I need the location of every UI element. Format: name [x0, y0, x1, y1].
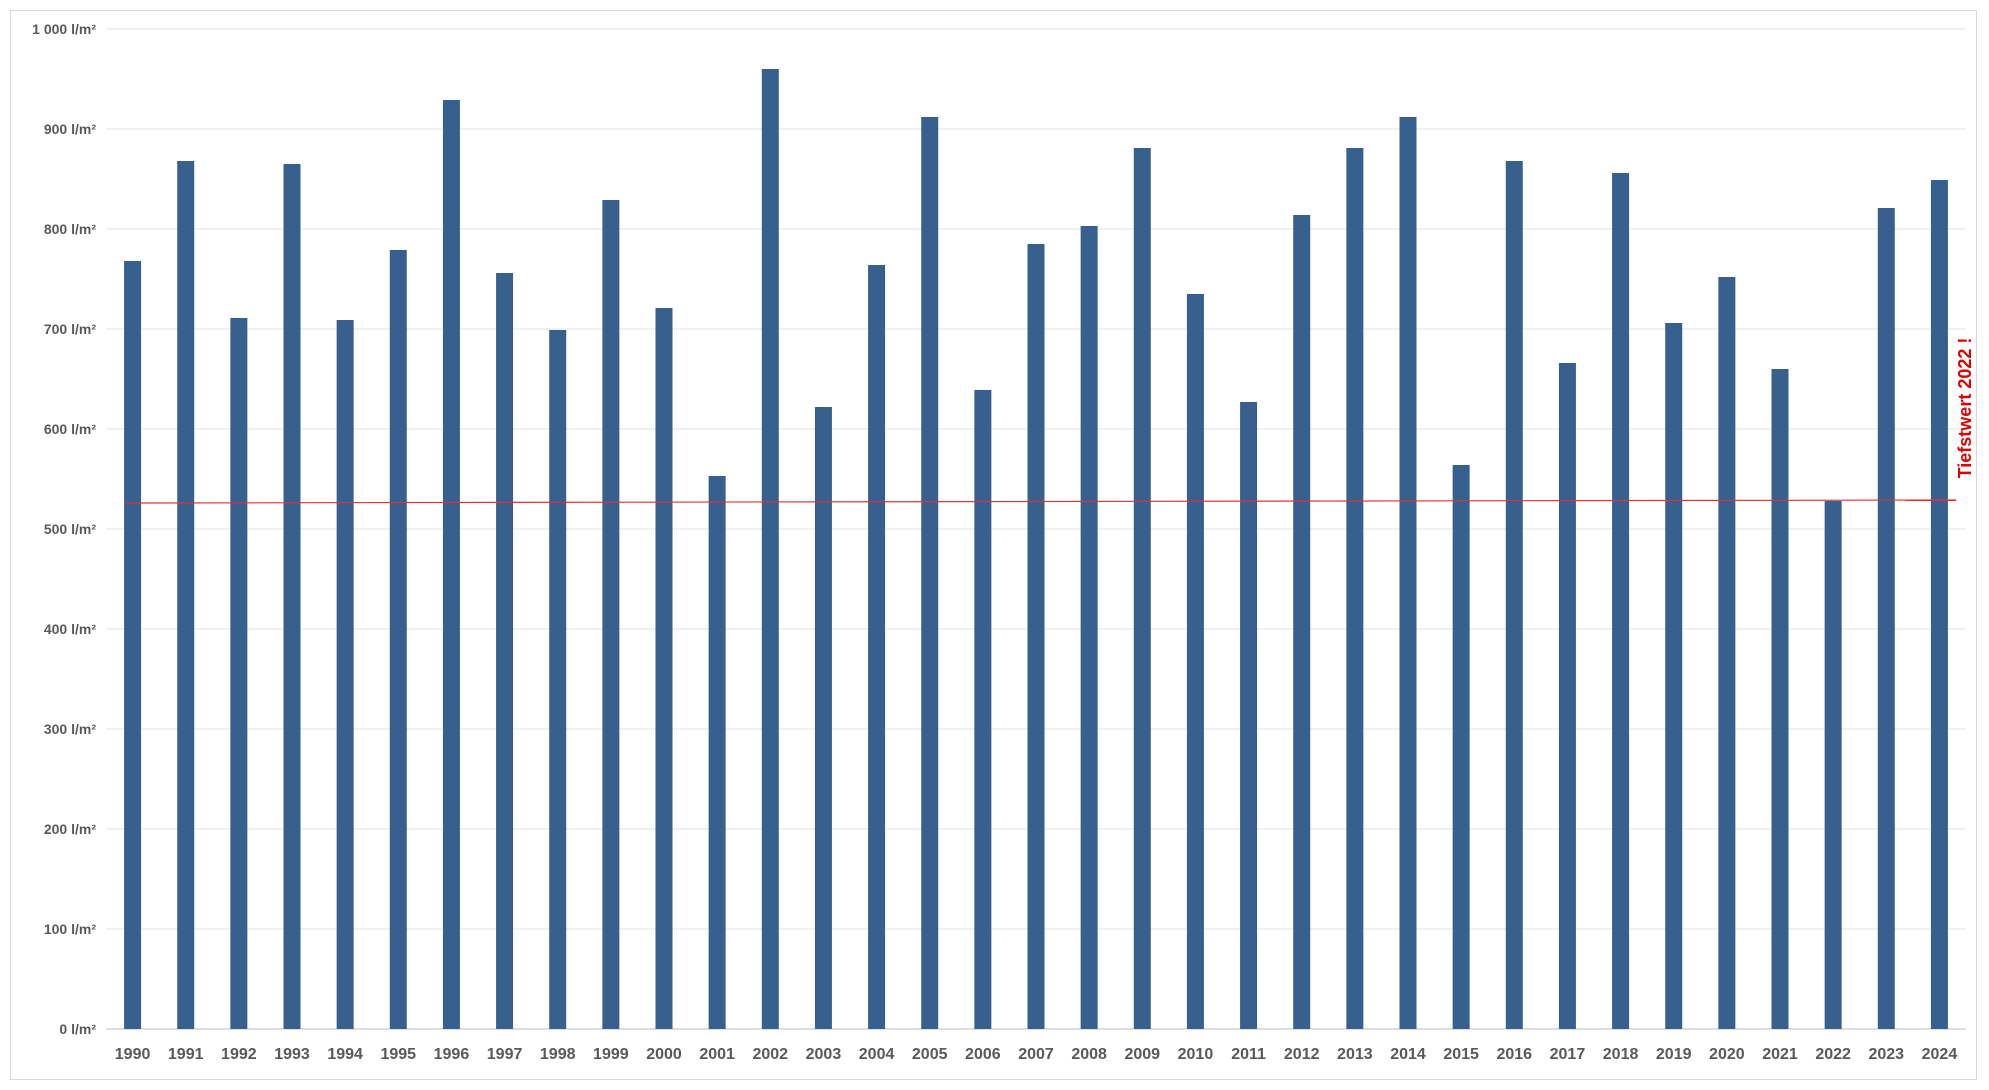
y-tick-label: 400 l/m²	[44, 621, 96, 637]
y-tick-label: 300 l/m²	[44, 721, 96, 737]
y-tick-label: 200 l/m²	[44, 821, 96, 837]
x-tick-label: 2002	[752, 1046, 788, 1063]
x-tick-label: 2007	[1018, 1046, 1054, 1063]
x-tick-label: 2009	[1124, 1046, 1160, 1063]
bar-1993	[283, 164, 301, 1029]
bar-2014	[1399, 117, 1417, 1029]
x-tick-label: 2013	[1337, 1046, 1373, 1063]
bar-2021	[1771, 369, 1789, 1029]
bar-1999	[602, 200, 620, 1029]
bar-1994	[336, 320, 354, 1029]
bar-2023	[1877, 208, 1895, 1029]
bar-chart: 0 l/m² 100 l/m² 200 l/m² 300 l/m² 400 l/m² 50…	[32, 21, 1975, 1063]
bar-2024	[1930, 180, 1948, 1029]
x-tick-label: 2015	[1443, 1046, 1479, 1063]
x-tick-label: 2010	[1178, 1046, 1214, 1063]
x-tick-label: 2022	[1815, 1046, 1851, 1063]
bar-2012	[1293, 215, 1311, 1029]
x-tick-label: 2006	[965, 1046, 1001, 1063]
bar-2009	[1133, 148, 1151, 1029]
x-tick-label: 1999	[593, 1046, 629, 1063]
x-tick-label: 2017	[1550, 1046, 1586, 1063]
bar-2019	[1665, 323, 1683, 1029]
bar-2001	[708, 476, 726, 1029]
x-tick-label: 2014	[1390, 1046, 1426, 1063]
x-tick-label: 2001	[699, 1046, 735, 1063]
bar-1998	[549, 330, 567, 1029]
bar-1995	[389, 250, 407, 1029]
x-tick-label: 1998	[540, 1046, 576, 1063]
x-tick-label: 1993	[274, 1046, 310, 1063]
x-tick-label: 1996	[434, 1046, 470, 1063]
x-tick-label: 1995	[380, 1046, 416, 1063]
y-tick-labels: 0 l/m² 100 l/m² 200 l/m² 300 l/m² 400 l/m² 50…	[32, 21, 96, 1037]
bar-2000	[655, 308, 673, 1029]
bar-2020	[1718, 277, 1736, 1029]
x-tick-label: 2008	[1071, 1046, 1107, 1063]
x-tick-label: 1990	[115, 1046, 151, 1063]
bar-2002	[761, 69, 779, 1029]
x-tick-label: 1991	[168, 1046, 204, 1063]
reference-line	[125, 499, 1957, 504]
y-tick-label: 100 l/m²	[44, 921, 96, 937]
annotation-label: Tiefstwert 2022 !	[1955, 338, 1975, 479]
x-tick-label: 2011	[1231, 1046, 1266, 1063]
x-tick-label: 1997	[487, 1046, 523, 1063]
bar-2013	[1346, 148, 1364, 1029]
x-tick-label: 2021	[1762, 1046, 1798, 1063]
x-tick-label: 2018	[1603, 1046, 1639, 1063]
bar-2004	[868, 265, 886, 1029]
bar-2010	[1186, 294, 1204, 1029]
x-tick-label: 2019	[1656, 1046, 1692, 1063]
x-tick-label: 2020	[1709, 1046, 1745, 1063]
bar-1996	[442, 100, 460, 1029]
bar-1990	[124, 261, 142, 1029]
bar-2003	[814, 407, 832, 1029]
bar-2006	[974, 390, 992, 1029]
x-tick-label: 2012	[1284, 1046, 1320, 1063]
y-tick-label: 0 l/m²	[59, 1021, 96, 1037]
x-tick-label: 2003	[806, 1046, 842, 1063]
bar-1992	[230, 318, 248, 1029]
bar-2016	[1505, 161, 1523, 1029]
x-tick-label: 2000	[646, 1046, 682, 1063]
bar-2022	[1824, 501, 1842, 1029]
bar-2005	[921, 117, 939, 1029]
y-tick-label: 1 000 l/m²	[32, 21, 96, 37]
x-tick-label: 1992	[221, 1046, 257, 1063]
x-tick-label: 2024	[1922, 1046, 1958, 1063]
chart-frame: 0 l/m² 100 l/m² 200 l/m² 300 l/m² 400 l/m² 50…	[10, 10, 1977, 1080]
bar-2015	[1452, 465, 1470, 1029]
x-tick-label: 1994	[327, 1046, 363, 1063]
y-tick-label: 900 l/m²	[44, 121, 96, 137]
bar-2017	[1558, 363, 1576, 1029]
x-tick-label: 2004	[859, 1046, 895, 1063]
y-tick-label: 700 l/m²	[44, 321, 96, 337]
bars	[124, 69, 1948, 1029]
x-tick-label: 2005	[912, 1046, 948, 1063]
bar-2008	[1080, 226, 1098, 1029]
bar-2018	[1612, 173, 1630, 1029]
bar-1991	[177, 161, 195, 1029]
bar-1997	[496, 273, 514, 1029]
x-tick-label: 2023	[1868, 1046, 1904, 1063]
y-tick-label: 600 l/m²	[44, 421, 96, 437]
bar-2011	[1240, 402, 1258, 1029]
y-tick-label: 800 l/m²	[44, 221, 96, 237]
x-tick-labels: 1990 1991 1992 1993 1994 1995 1996 1997 1998 1999…	[115, 1046, 1958, 1063]
reference-line-layer	[125, 499, 1957, 504]
bar-2007	[1027, 244, 1045, 1029]
x-tick-label: 2016	[1496, 1046, 1532, 1063]
y-tick-label: 500 l/m²	[44, 521, 96, 537]
